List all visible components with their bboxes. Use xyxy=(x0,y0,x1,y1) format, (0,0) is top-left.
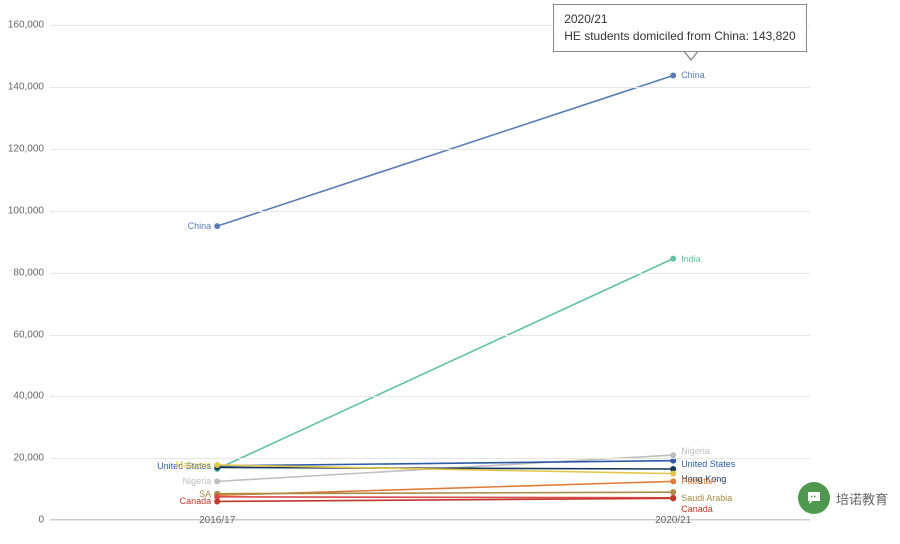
y-tick-label: 80,000 xyxy=(0,267,44,278)
series-line[interactable] xyxy=(217,498,673,501)
series-start-label: Canada xyxy=(180,496,212,506)
series-marker[interactable] xyxy=(670,489,676,495)
series-marker[interactable] xyxy=(670,478,676,484)
grid-line xyxy=(50,149,810,150)
series-marker[interactable] xyxy=(670,471,676,477)
series-end-label: Canada xyxy=(681,504,713,514)
series-end-label: United States xyxy=(681,459,735,469)
series-end-label: Pakistan xyxy=(681,476,716,486)
grid-line xyxy=(50,396,810,397)
x-tick-label: 2016/17 xyxy=(199,515,235,526)
series-end-label: Nigeria xyxy=(681,446,710,456)
tooltip-line2: HE students domiciled from China: 143,82… xyxy=(564,28,795,45)
series-start-label: China xyxy=(188,221,212,231)
watermark-logo xyxy=(798,482,830,514)
y-tick-label: 20,000 xyxy=(0,453,44,464)
watermark: 培诺教育 xyxy=(798,482,888,514)
series-marker[interactable] xyxy=(214,462,220,468)
chat-icon xyxy=(805,489,823,507)
grid-line xyxy=(50,335,810,336)
series-end-label: Saudi Arabia xyxy=(681,493,732,503)
y-tick-label: 160,000 xyxy=(0,20,44,31)
x-tick-label: 2020/21 xyxy=(655,515,691,526)
y-tick-label: 100,000 xyxy=(0,205,44,216)
y-tick-label: 60,000 xyxy=(0,329,44,340)
tooltip-pointer xyxy=(683,51,699,61)
grid-line xyxy=(50,87,810,88)
watermark-text: 培诺教育 xyxy=(836,489,888,508)
tooltip: 2020/21 HE students domiciled from China… xyxy=(553,4,806,52)
y-tick-label: 0 xyxy=(0,515,44,526)
series-marker[interactable] xyxy=(670,256,676,262)
series-start-label: Nigeria xyxy=(183,476,212,486)
series-marker[interactable] xyxy=(214,498,220,504)
series-marker[interactable] xyxy=(670,495,676,501)
grid-line xyxy=(50,273,810,274)
y-tick-label: 40,000 xyxy=(0,391,44,402)
y-tick-label: 120,000 xyxy=(0,144,44,155)
plot-area xyxy=(50,10,810,520)
series-line[interactable] xyxy=(217,461,673,466)
tooltip-line1: 2020/21 xyxy=(564,11,795,28)
grid-line xyxy=(50,520,810,521)
series-marker[interactable] xyxy=(214,478,220,484)
y-tick-label: 140,000 xyxy=(0,82,44,93)
series-line[interactable] xyxy=(217,259,673,469)
chart-container xyxy=(50,10,810,520)
series-end-label: India xyxy=(681,254,701,264)
series-line[interactable] xyxy=(217,75,673,226)
series-end-label: China xyxy=(681,70,705,80)
grid-line xyxy=(50,211,810,212)
series-line[interactable] xyxy=(217,497,673,498)
series-start-label: Malaysia xyxy=(176,460,212,470)
series-marker[interactable] xyxy=(214,223,220,229)
series-marker[interactable] xyxy=(670,72,676,78)
